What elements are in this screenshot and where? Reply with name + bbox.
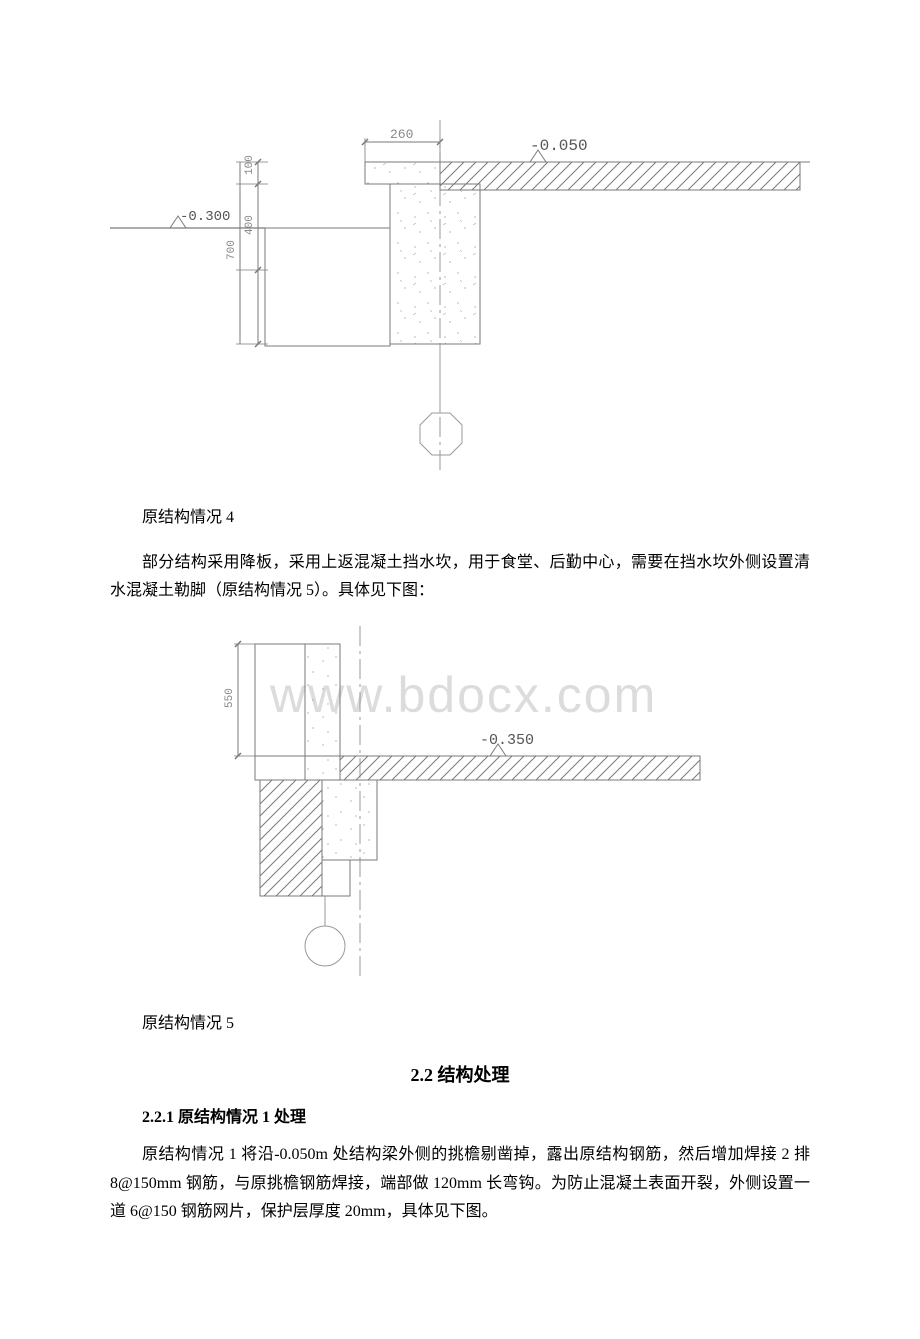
figure1-level-left: -0.300	[180, 209, 230, 225]
figure-2-svg: -0.350 550	[150, 626, 710, 976]
section-heading: 2.2 结构处理	[110, 1061, 810, 1087]
figure-2-container: www.bdocx.com	[150, 626, 810, 981]
figure-1-caption: 原结构情况 4	[110, 505, 810, 531]
figure2-dim-left: 550	[224, 688, 236, 708]
figure-1-container: -0.300 -0.050 260	[110, 120, 810, 475]
figure-2-caption: 原结构情况 5	[110, 1011, 810, 1037]
figure-2-svg-wrap: www.bdocx.com	[150, 626, 710, 981]
paragraph-1: 部分结构采用降板，采用上返混凝土挡水坎，用于食堂、后勤中心，需要在挡水坎外侧设置…	[110, 549, 810, 607]
subsection-heading: 2.2.1 原结构情况 1 处理	[110, 1103, 810, 1127]
figure1-dim-h1: 100	[244, 155, 256, 175]
paragraph-2: 原结构情况 1 将沿-0.050m 处结构梁外侧的挑檐剔凿掉，露出原结构钢筋，然…	[110, 1141, 810, 1227]
figure1-level-right: -0.050	[530, 137, 588, 155]
figure-1-svg: -0.300 -0.050 260	[110, 120, 810, 470]
figure2-level-right: -0.350	[480, 732, 534, 749]
figure1-dim-h3: 700	[226, 240, 238, 260]
figure1-dim-top: 260	[390, 127, 413, 142]
figure-1-svg-wrap: -0.300 -0.050 260	[110, 120, 810, 475]
figure1-dim-h2: 400	[244, 215, 256, 235]
